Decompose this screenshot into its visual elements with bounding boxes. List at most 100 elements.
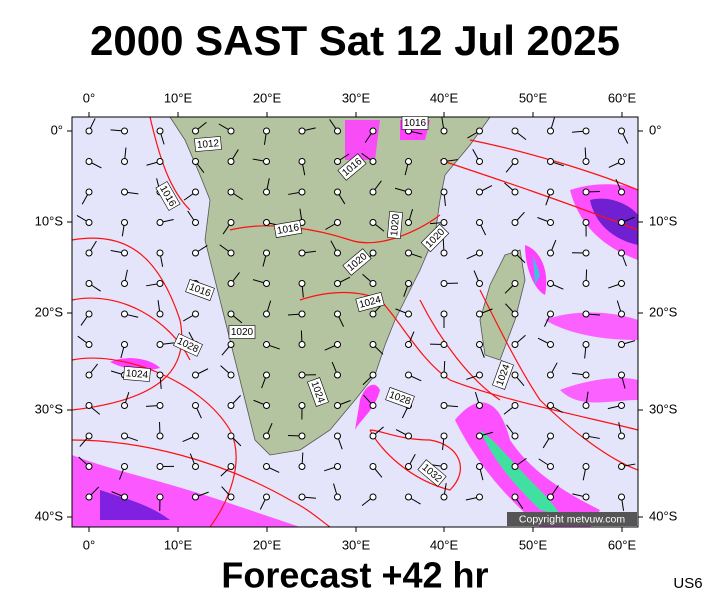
station bbox=[193, 128, 199, 134]
station bbox=[619, 433, 625, 439]
station bbox=[406, 189, 412, 195]
station bbox=[548, 311, 554, 317]
station bbox=[441, 342, 447, 348]
isobar-label: 1012 bbox=[194, 136, 221, 151]
station bbox=[477, 372, 483, 378]
lat-label-left: 0° bbox=[51, 122, 63, 137]
station bbox=[86, 220, 92, 226]
station bbox=[157, 342, 163, 348]
station bbox=[583, 128, 589, 134]
station bbox=[193, 159, 199, 165]
station bbox=[441, 128, 447, 134]
station bbox=[548, 250, 554, 256]
lat-label-left: 10°S bbox=[35, 213, 64, 228]
station bbox=[122, 159, 128, 165]
station bbox=[477, 342, 483, 348]
lon-label-top: 0° bbox=[83, 90, 95, 105]
station bbox=[228, 311, 234, 317]
station bbox=[512, 403, 518, 409]
station bbox=[264, 281, 270, 287]
station bbox=[512, 311, 518, 317]
station bbox=[193, 189, 199, 195]
station bbox=[370, 494, 376, 500]
station bbox=[370, 372, 376, 378]
station bbox=[299, 372, 305, 378]
station bbox=[264, 433, 270, 439]
station bbox=[370, 342, 376, 348]
station bbox=[228, 372, 234, 378]
lat-label-right: 20°S bbox=[649, 304, 678, 319]
station bbox=[122, 433, 128, 439]
station bbox=[477, 433, 483, 439]
station bbox=[406, 433, 412, 439]
station bbox=[512, 464, 518, 470]
station bbox=[619, 250, 625, 256]
station bbox=[157, 433, 163, 439]
station bbox=[228, 189, 234, 195]
station bbox=[228, 433, 234, 439]
station bbox=[122, 311, 128, 317]
station bbox=[441, 281, 447, 287]
isobar-label-text: 1016 bbox=[404, 118, 427, 129]
station bbox=[619, 189, 625, 195]
station bbox=[583, 464, 589, 470]
lat-label-left: 20°S bbox=[35, 304, 64, 319]
station bbox=[86, 494, 92, 500]
station bbox=[264, 464, 270, 470]
station bbox=[157, 494, 163, 500]
lon-label-top: 10°E bbox=[164, 90, 193, 105]
lon-label-bottom: 60°E bbox=[608, 537, 637, 552]
station bbox=[86, 159, 92, 165]
lat-label-right: 30°S bbox=[649, 401, 678, 416]
station bbox=[86, 250, 92, 256]
station bbox=[512, 189, 518, 195]
isobar-label-text: 1024 bbox=[125, 368, 149, 381]
station bbox=[335, 433, 341, 439]
station bbox=[299, 433, 305, 439]
station bbox=[335, 464, 341, 470]
station bbox=[299, 311, 305, 317]
station bbox=[583, 220, 589, 226]
station bbox=[406, 281, 412, 287]
station bbox=[583, 281, 589, 287]
station bbox=[583, 311, 589, 317]
station bbox=[264, 372, 270, 378]
lon-label-bottom: 20°E bbox=[253, 537, 282, 552]
station bbox=[583, 433, 589, 439]
station bbox=[441, 494, 447, 500]
station bbox=[370, 311, 376, 317]
station bbox=[512, 128, 518, 134]
station bbox=[441, 159, 447, 165]
lon-label-bottom: 30°E bbox=[342, 537, 371, 552]
station bbox=[299, 128, 305, 134]
station bbox=[548, 159, 554, 165]
station bbox=[477, 159, 483, 165]
station bbox=[370, 250, 376, 256]
station bbox=[619, 159, 625, 165]
station bbox=[512, 159, 518, 165]
lon-label-bottom: 0° bbox=[83, 537, 95, 552]
forecast-label: Forecast +42 hr bbox=[221, 555, 488, 596]
station bbox=[370, 433, 376, 439]
station bbox=[441, 372, 447, 378]
station bbox=[122, 250, 128, 256]
station bbox=[86, 464, 92, 470]
station bbox=[264, 128, 270, 134]
station bbox=[157, 311, 163, 317]
station bbox=[228, 281, 234, 287]
station bbox=[335, 342, 341, 348]
station bbox=[264, 311, 270, 317]
station bbox=[619, 342, 625, 348]
station bbox=[406, 342, 412, 348]
station bbox=[122, 403, 128, 409]
station bbox=[193, 311, 199, 317]
station bbox=[228, 464, 234, 470]
station bbox=[86, 281, 92, 287]
station bbox=[264, 250, 270, 256]
station bbox=[370, 220, 376, 226]
station bbox=[477, 220, 483, 226]
station bbox=[299, 403, 305, 409]
station bbox=[406, 311, 412, 317]
